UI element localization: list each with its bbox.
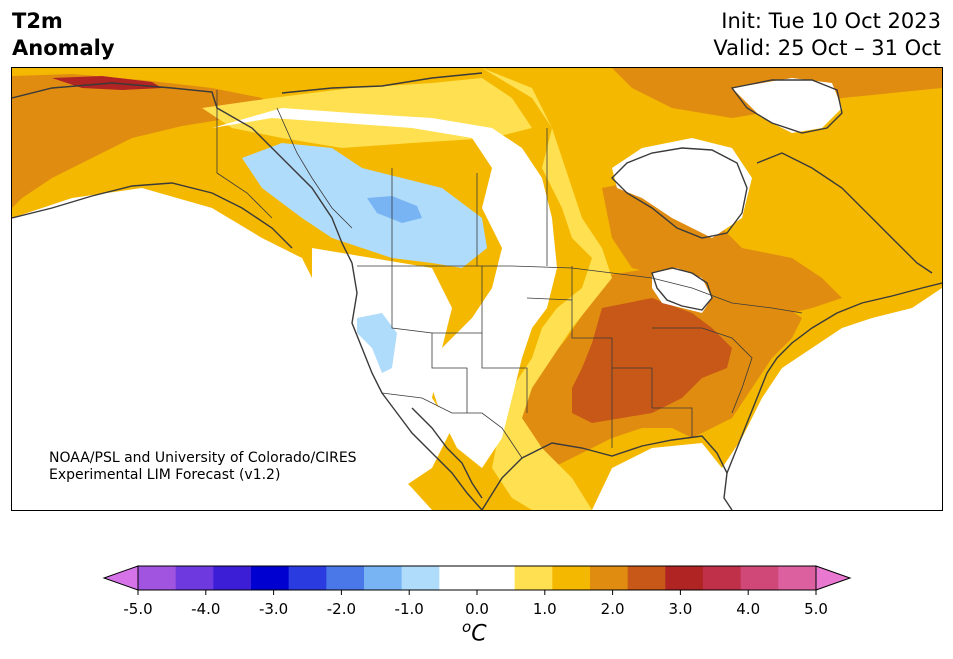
coast-west xyxy=(351,262,483,510)
map-title: T2m Anomaly xyxy=(12,8,115,62)
border-us-canada xyxy=(357,265,803,314)
colorbar-tick-label: 5.0 xyxy=(804,600,828,618)
colorbar-cell xyxy=(288,566,327,590)
colorbar-tick-label: 0.0 xyxy=(465,600,489,618)
colorbar-tick-label: 4.0 xyxy=(736,600,761,618)
colorbar-cell xyxy=(364,566,403,590)
colorbar-cell xyxy=(326,566,365,590)
colorbar-cell xyxy=(477,566,516,590)
valid-date: Valid: 25 Oct – 31 Oct xyxy=(713,36,941,60)
field-white-great-lakes xyxy=(652,268,712,313)
border-alaska-canada xyxy=(216,90,273,219)
colorbar-tick-label: 3.0 xyxy=(668,600,693,618)
coast-alaska-south xyxy=(12,182,293,249)
field-yellow-central xyxy=(482,68,612,510)
colorbar-cell xyxy=(251,566,290,590)
forecast-credit: NOAA/PSL and University of Colorado/CIRE… xyxy=(49,450,357,484)
coast-great-lakes xyxy=(651,267,713,311)
colorbar-cells xyxy=(102,565,852,591)
colorbar-cell xyxy=(740,566,779,590)
colorbar-cell xyxy=(665,566,704,590)
title-type: Anomaly xyxy=(12,36,115,60)
field-white-gulf xyxy=(592,443,722,510)
coast-baja xyxy=(411,407,483,499)
colorbar-extend-low xyxy=(102,565,139,591)
coast-arctic xyxy=(281,72,843,134)
credit-line-1: NOAA/PSL and University of Colorado/CIRE… xyxy=(49,450,357,466)
colorbar-extend-high xyxy=(815,565,852,591)
field-white-atlantic xyxy=(702,288,942,510)
colorbar-ticks xyxy=(137,590,817,595)
field-light-blue-canada xyxy=(242,143,487,268)
colorbar-cell xyxy=(703,566,742,590)
coast-hudson-bay xyxy=(611,147,748,239)
colorbar-tick-label: -3.0 xyxy=(258,600,289,618)
colorbar-cell xyxy=(514,566,553,590)
coast-alaska xyxy=(12,82,353,264)
colorbar-tick-label: -4.0 xyxy=(191,600,221,618)
political-borders xyxy=(216,90,803,459)
colorbar-tick-label: 2.0 xyxy=(600,600,625,618)
field-white-pacific xyxy=(12,188,432,510)
init-date: Init: Tue 10 Oct 2023 xyxy=(721,9,941,33)
unit-degree: o xyxy=(462,618,472,636)
title-variable: T2m xyxy=(12,9,63,33)
colorbar-cell xyxy=(401,566,440,590)
colorbar-tick-label: 1.0 xyxy=(532,600,557,618)
colorbar-cell xyxy=(439,566,478,590)
colorbar-tick-label: -1.0 xyxy=(394,600,424,618)
coast-labrador xyxy=(756,152,933,274)
field-light-blue-nevada xyxy=(357,313,397,373)
unit-celsius: C xyxy=(471,621,487,647)
field-white-arctic-sea xyxy=(732,78,842,133)
colorbar-tick-label: -5.0 xyxy=(123,600,153,618)
coastlines xyxy=(12,72,942,510)
legend-unit: oC xyxy=(462,618,487,646)
colorbar-cell xyxy=(590,566,629,590)
colorbar-cell xyxy=(627,566,666,590)
map-canvas xyxy=(12,68,942,510)
colorbar-cell xyxy=(552,566,591,590)
forecast-dates: Init: Tue 10 Oct 2023 Valid: 25 Oct – 31… xyxy=(713,8,941,62)
anomaly-map xyxy=(11,67,943,511)
credit-line-2: Experimental LIM Forecast (v1.2) xyxy=(49,467,281,483)
colorbar-cell xyxy=(778,566,817,590)
field-orange-canada-east xyxy=(602,178,842,318)
field-white-hudson xyxy=(612,138,752,238)
colorbar-cell xyxy=(138,566,177,590)
coast-east xyxy=(726,282,942,474)
field-white-neutral xyxy=(212,108,557,468)
border-canada-provinces xyxy=(276,107,548,266)
colorbar-cell xyxy=(175,566,214,590)
border-us-states xyxy=(391,266,753,448)
field-mid-blue-canada xyxy=(367,196,422,223)
colorbar-cell xyxy=(213,566,252,590)
colorbar-tick-label: -2.0 xyxy=(326,600,357,618)
